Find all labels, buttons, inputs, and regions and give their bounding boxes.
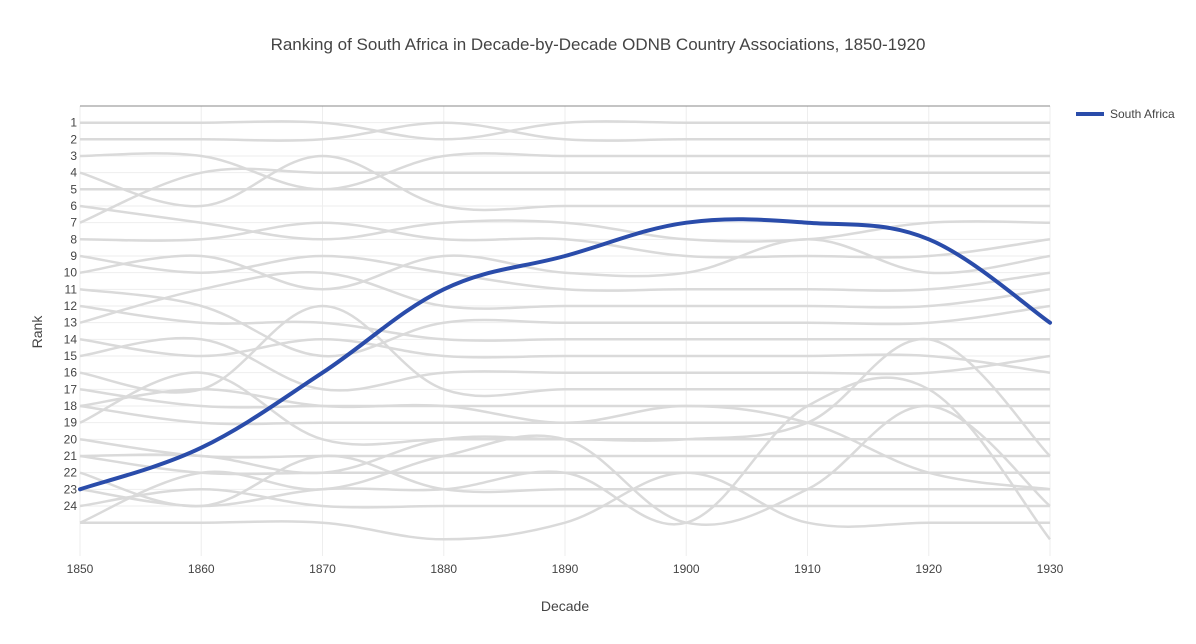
x-axis-title: Decade xyxy=(541,598,589,614)
background-series-line[interactable] xyxy=(79,488,1050,509)
background-series-line[interactable] xyxy=(79,152,1050,191)
background-series-line[interactable] xyxy=(79,304,1050,342)
background-series-line[interactable] xyxy=(79,288,1051,358)
y-tick-label: 10 xyxy=(64,266,78,280)
background-series-line[interactable] xyxy=(79,221,1051,259)
y-tick-label: 1 xyxy=(70,116,77,130)
y-tick-label: 5 xyxy=(70,182,77,196)
background-series-line[interactable] xyxy=(79,304,1050,398)
y-tick-label: 12 xyxy=(64,299,78,313)
background-series-line[interactable] xyxy=(79,154,1050,212)
y-tick-label: 14 xyxy=(64,332,78,346)
x-tick-label: 1930 xyxy=(1037,562,1064,576)
background-series-line[interactable] xyxy=(79,376,1051,541)
x-tick-label: 1900 xyxy=(673,562,700,576)
y-tick-label: 21 xyxy=(64,449,78,463)
x-tick-label: 1880 xyxy=(430,562,457,576)
y-tick-label: 23 xyxy=(64,482,78,496)
y-tick-label: 13 xyxy=(64,316,78,330)
background-series-line[interactable] xyxy=(79,238,1051,291)
highlight-series-layer xyxy=(78,217,1052,492)
background-series-line[interactable] xyxy=(79,404,1051,527)
y-tick-label: 4 xyxy=(70,166,77,180)
background-series-line[interactable] xyxy=(79,270,1051,324)
x-tick-label: 1870 xyxy=(309,562,336,576)
x-tick-label: 1890 xyxy=(552,562,579,576)
x-tick-label: 1860 xyxy=(188,562,215,576)
background-series-line[interactable] xyxy=(80,121,1050,142)
y-tick-label: 7 xyxy=(70,216,77,230)
y-tick-label: 19 xyxy=(64,416,78,430)
y-tick-label: 9 xyxy=(70,249,77,263)
background-series-line[interactable] xyxy=(79,388,1050,409)
background-series-layer xyxy=(79,120,1051,541)
y-tick-label: 20 xyxy=(64,432,78,446)
y-tick-label: 15 xyxy=(64,349,78,363)
y-tick-label: 18 xyxy=(64,399,78,413)
x-tick-labels: 1850 1860 1870 1880 1890 1900 1910 1920 1930 xyxy=(67,562,1064,576)
y-tick-label: 24 xyxy=(64,499,78,513)
y-tick-label: 6 xyxy=(70,199,77,213)
y-tick-label: 2 xyxy=(70,132,77,146)
background-series-line[interactable] xyxy=(80,120,1050,141)
legend[interactable]: South Africa xyxy=(1076,107,1175,121)
background-series-line[interactable] xyxy=(79,254,1051,292)
y-tick-label: 17 xyxy=(64,382,78,396)
x-tick-label: 1850 xyxy=(67,562,94,576)
background-series-line[interactable] xyxy=(79,388,1051,491)
series-line-south-africa[interactable] xyxy=(78,217,1052,492)
y-tick-label: 8 xyxy=(70,232,77,246)
y-tick-label: 16 xyxy=(64,366,78,380)
y-tick-label: 3 xyxy=(70,149,77,163)
background-series-line[interactable] xyxy=(79,454,1050,508)
y-tick-label: 22 xyxy=(64,466,78,480)
legend-label-south-africa: South Africa xyxy=(1110,107,1175,121)
chart-title: Ranking of South Africa in Decade-by-Dec… xyxy=(271,35,926,54)
background-series-line[interactable] xyxy=(79,438,1050,459)
x-tick-label: 1920 xyxy=(915,562,942,576)
x-tick-label: 1910 xyxy=(794,562,821,576)
background-series-line[interactable] xyxy=(79,336,1051,392)
y-tick-label: 11 xyxy=(65,282,78,296)
background-series-line[interactable] xyxy=(79,167,1050,224)
background-series-line[interactable] xyxy=(79,471,1050,541)
y-axis-title: Rank xyxy=(29,315,45,349)
background-series-line[interactable] xyxy=(79,337,1051,475)
